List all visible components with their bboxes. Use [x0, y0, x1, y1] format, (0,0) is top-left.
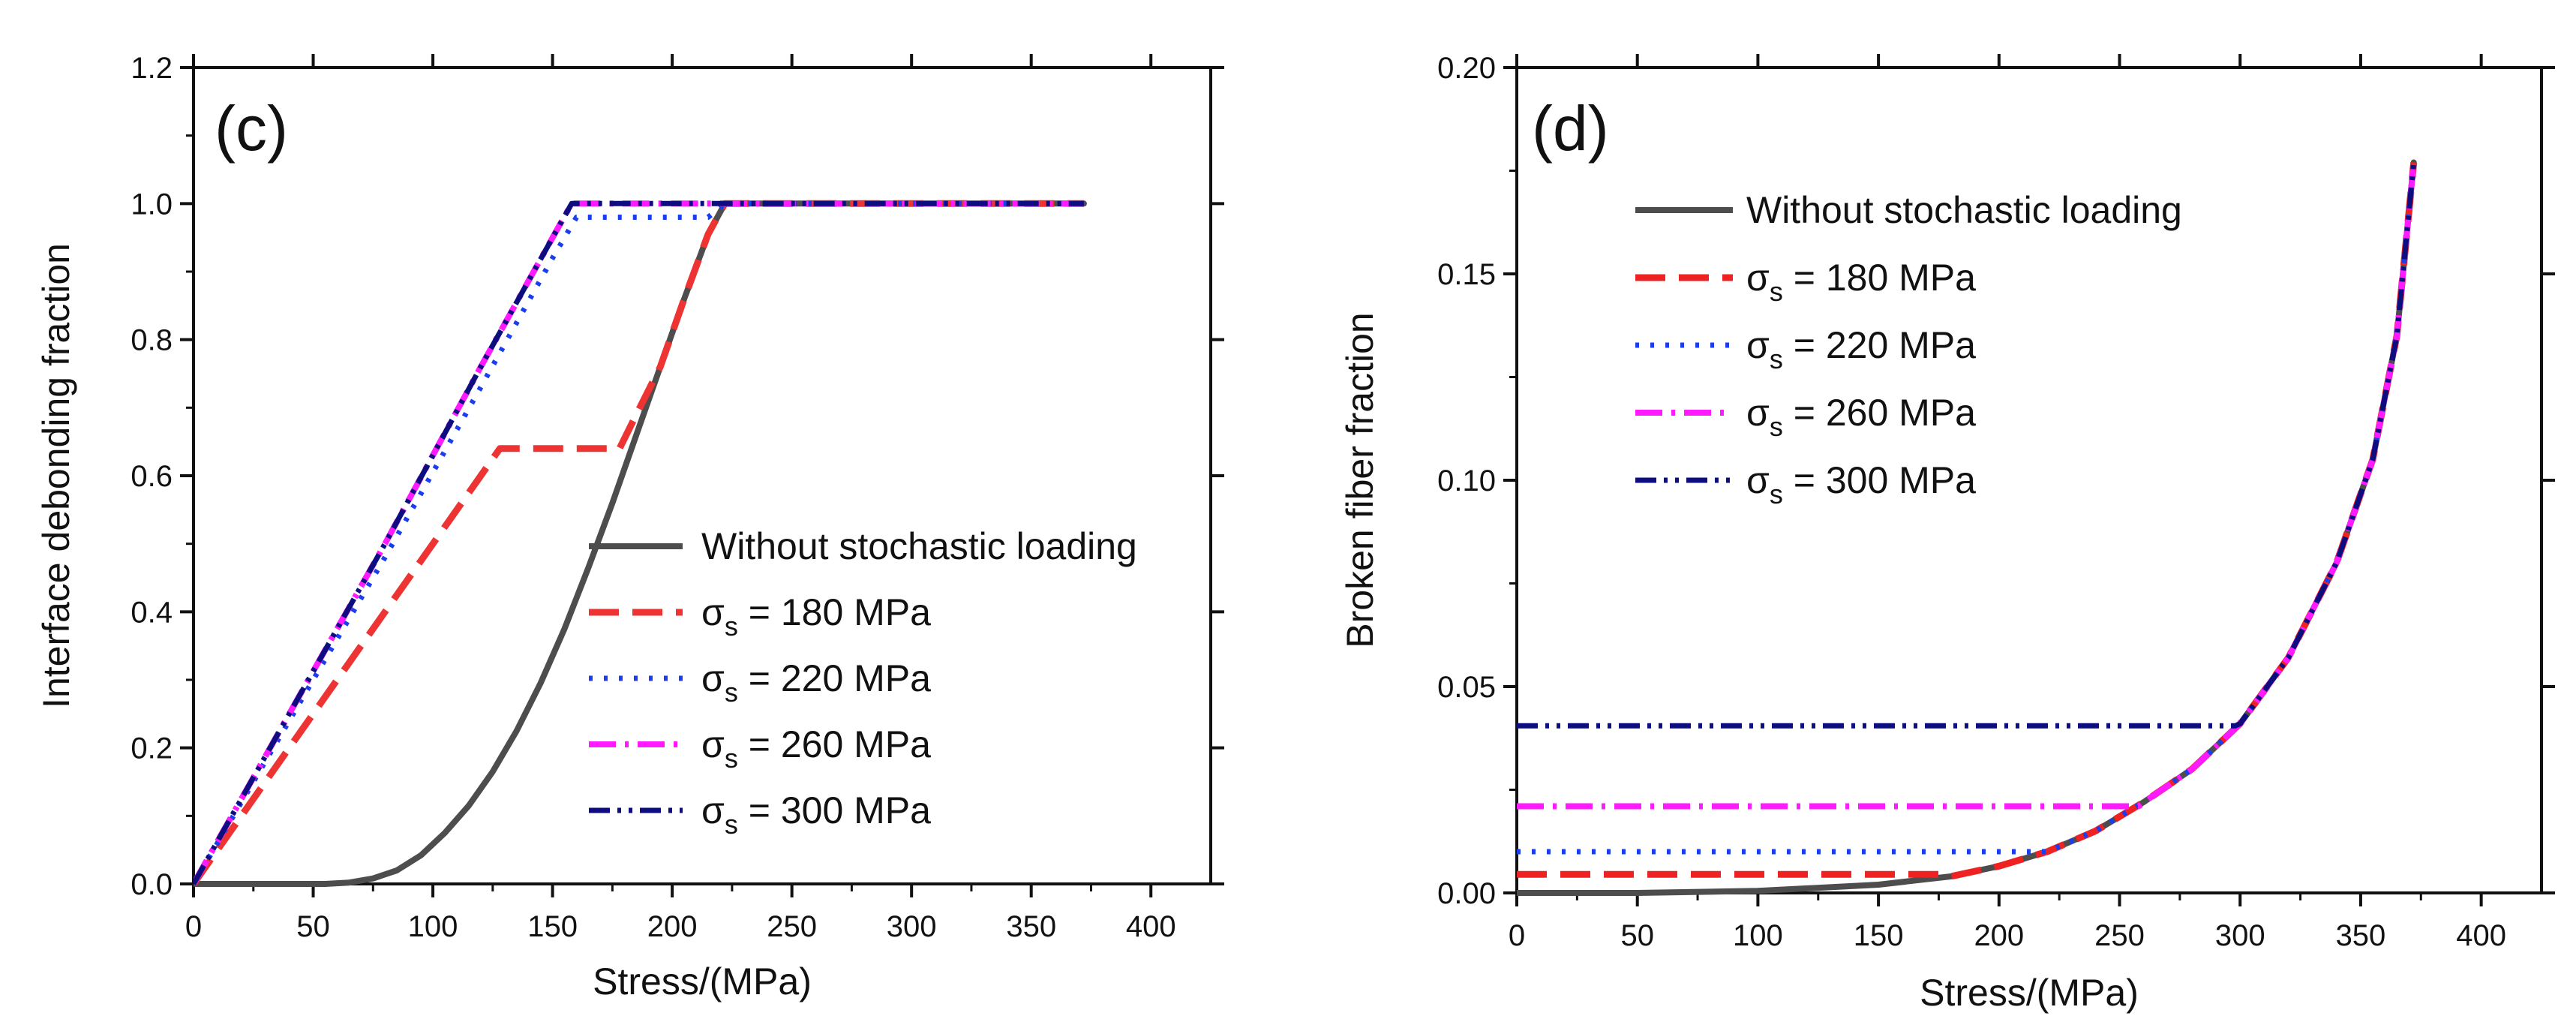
x-tick-label: 50 [296, 910, 330, 943]
x-tick-label: 100 [408, 910, 458, 943]
x-tick-label: 300 [2215, 919, 2265, 952]
y-tick-label: 0.0 [131, 868, 173, 901]
legend-label-2: σs = 220 MPa [1746, 324, 1976, 374]
series-line-1 [194, 200, 1084, 886]
y-tick-label: 0.00 [1437, 877, 1496, 910]
chart-broken-fiber: 0 50 100 150 200 250 300 350 400 0.00 0.05 0.10 0.15… [1339, 52, 2555, 1014]
x-tick-label: 350 [1006, 910, 1056, 943]
x-tick-label: 0 [1509, 919, 1525, 952]
legend-label-3: σs = 260 MPa [1746, 392, 1976, 442]
y-tick-label: 0.20 [1437, 52, 1496, 85]
series-line-2 [194, 200, 1084, 885]
y-axis-title: Interface debonding fraction [35, 243, 77, 708]
legend-label-4: σs = 300 MPa [1746, 459, 1976, 509]
legend-label-0: Without stochastic loading [701, 525, 1137, 567]
x-tick-label: 350 [2336, 919, 2386, 952]
chart-interface-debonding: 0 50 100 150 200 250 300 350 400 0.0 0.2 0.4 0.6 0.8 1… [35, 52, 1224, 1002]
y-tick-label: 0.05 [1437, 671, 1496, 704]
panel-label: (c) [215, 93, 288, 164]
series-line-4 [1517, 162, 2417, 729]
x-tick-label: 400 [1126, 910, 1176, 943]
y-tick-label: 1.2 [131, 52, 173, 85]
series-line-3 [1517, 162, 2417, 810]
x-tick-label: 150 [1854, 919, 1904, 952]
x-tick-label: 300 [887, 910, 937, 943]
y-axis-title: Broken fiber fraction [1339, 312, 1381, 648]
y-tick-label: 0.15 [1437, 258, 1496, 291]
x-tick-label: 200 [647, 910, 698, 943]
legend-label-0: Without stochastic loading [1746, 189, 2182, 231]
panel-label: (d) [1532, 93, 1609, 164]
x-tick-label: 250 [2094, 919, 2145, 952]
x-tick-label: 250 [767, 910, 817, 943]
y-tick-label: 0.10 [1437, 464, 1496, 497]
series-line-4 [194, 200, 1084, 885]
x-axis-title: Stress/(MPa) [1920, 972, 2139, 1014]
x-tick-label: 100 [1733, 919, 1783, 952]
legend-label-3: σs = 260 MPa [701, 723, 931, 774]
legend-label-2: σs = 220 MPa [701, 657, 931, 708]
x-tick-label: 0 [185, 910, 202, 943]
y-tick-label: 0.6 [131, 460, 173, 493]
y-tick-label: 1.0 [131, 188, 173, 221]
legend-label-1: σs = 180 MPa [701, 591, 931, 642]
x-tick-label: 50 [1620, 919, 1654, 952]
y-tick-label: 0.4 [131, 596, 173, 629]
y-tick-label: 0.8 [131, 324, 173, 357]
legend-label-1: σs = 180 MPa [1746, 257, 1976, 307]
series-line-2 [1517, 162, 2417, 855]
legend-label-4: σs = 300 MPa [701, 789, 931, 840]
x-tick-label: 150 [527, 910, 578, 943]
x-tick-label: 200 [1974, 919, 2024, 952]
x-axis-title: Stress/(MPa) [593, 960, 812, 1002]
x-tick-label: 400 [2456, 919, 2506, 952]
y-tick-label: 0.2 [131, 732, 173, 765]
